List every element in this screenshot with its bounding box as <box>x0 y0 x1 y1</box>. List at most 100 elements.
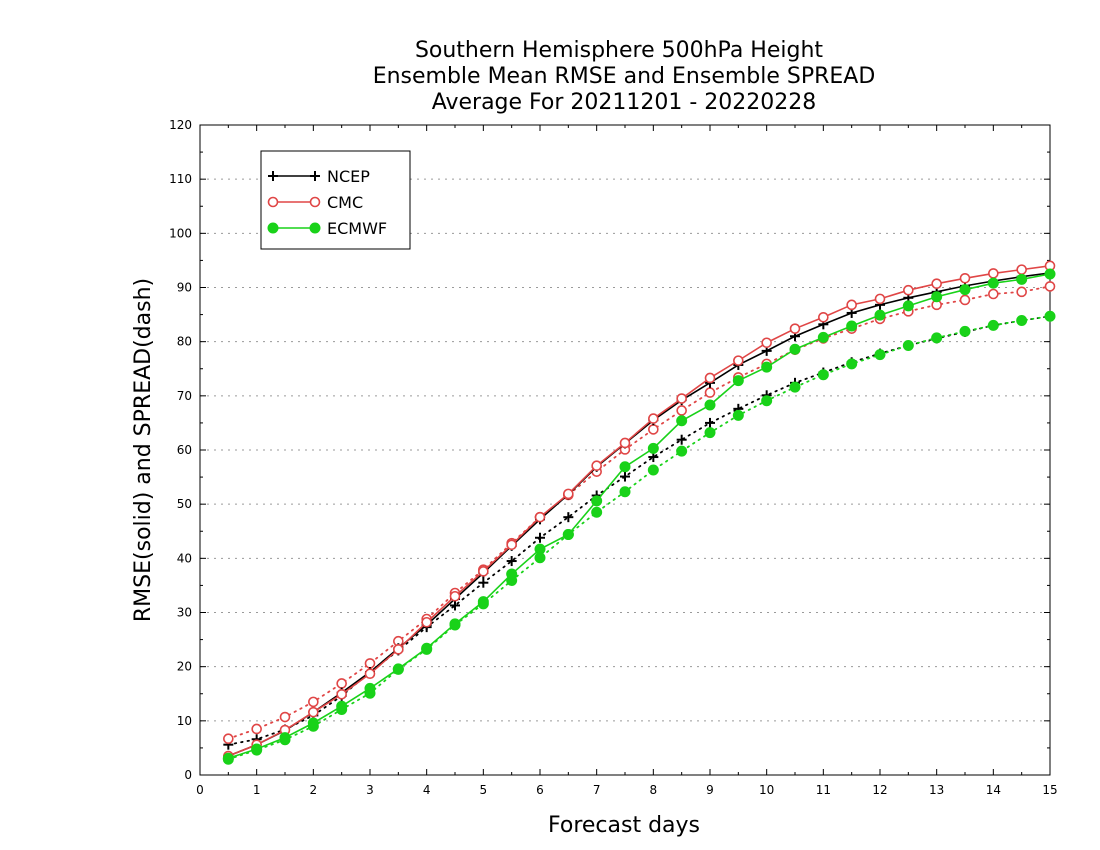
y-tick-label: 110 <box>169 172 192 186</box>
legend-marker-ncep <box>310 171 320 181</box>
line-ncep-rmse <box>228 272 1051 757</box>
point-ecmwf-spread <box>647 464 659 476</box>
point-ecmwf-spread <box>789 381 801 393</box>
y-tick-label: 80 <box>177 335 192 349</box>
point-ecmwf-spread <box>761 395 773 407</box>
point-ecmwf-rmse <box>534 543 546 555</box>
x-tick-label: 5 <box>480 783 488 797</box>
x-axis-title: Forecast days <box>548 813 700 838</box>
series-cmc-rmse <box>223 260 1056 762</box>
legend-marker-cmc <box>309 196 321 208</box>
legend-marker-ecmwf <box>267 222 279 234</box>
point-cmc-rmse <box>591 460 602 472</box>
y-tick-label: 40 <box>177 551 192 565</box>
point-ecmwf-rmse <box>1044 268 1056 280</box>
point-cmc-rmse <box>733 355 744 366</box>
point-ecmwf-spread <box>817 369 829 381</box>
x-tick-label: 13 <box>929 783 944 797</box>
point-ncep-spread <box>620 471 630 482</box>
legend-box <box>260 150 411 250</box>
point-ecmwf-rmse <box>931 291 943 303</box>
y-tick-label: 120 <box>169 118 192 132</box>
point-cmc-rmse <box>874 293 886 305</box>
point-cmc-spread <box>648 424 659 435</box>
point-ecmwf-spread <box>619 486 631 498</box>
point-cmc-spread <box>223 733 234 745</box>
x-tick-label: 7 <box>593 783 601 797</box>
line-ecmwf-spread <box>227 315 1051 761</box>
point-ecmwf-rmse <box>1016 273 1028 285</box>
y-tick-label: 70 <box>177 389 192 403</box>
series-cmc-spread <box>223 281 1056 745</box>
point-cmc-rmse <box>931 278 942 290</box>
point-ecmwf-rmse <box>761 361 773 373</box>
point-ecmwf-spread <box>1044 310 1056 322</box>
point-ecmwf-rmse <box>477 596 489 608</box>
point-cmc-rmse <box>818 311 829 323</box>
point-cmc-rmse <box>704 372 716 384</box>
x-tick-label: 8 <box>650 783 658 797</box>
point-ecmwf-rmse <box>251 743 263 755</box>
point-ecmwf-rmse <box>336 700 348 712</box>
series-ncep-spread <box>223 311 1055 750</box>
point-cmc-rmse <box>761 337 772 349</box>
point-ncep-spread <box>535 532 545 543</box>
point-ecmwf-rmse <box>307 717 319 729</box>
y-tick-label: 50 <box>177 497 192 511</box>
legend-marker-cmc <box>267 196 279 208</box>
point-ecmwf-rmse <box>704 399 716 411</box>
point-ecmwf-spread <box>874 349 886 361</box>
legend-label-ecmwf: ECMWF <box>327 219 387 238</box>
legend-marker-ncep <box>268 171 278 181</box>
x-tick-label: 10 <box>759 783 774 797</box>
x-tick-label: 1 <box>253 783 261 797</box>
point-ecmwf-rmse <box>874 309 886 321</box>
y-tick-label: 60 <box>177 443 192 457</box>
x-tick-label: 15 <box>1042 783 1057 797</box>
x-tick-label: 9 <box>706 783 714 797</box>
point-cmc-rmse <box>364 668 376 680</box>
x-tick-label: 11 <box>816 783 831 797</box>
series-ecmwf-rmse <box>222 268 1056 764</box>
point-ecmwf-rmse <box>987 277 999 289</box>
point-ecmwf-rmse <box>506 568 518 580</box>
point-cmc-rmse <box>308 706 319 718</box>
point-cmc-spread <box>251 723 262 735</box>
point-cmc-rmse <box>421 616 432 628</box>
point-cmc-spread <box>364 658 376 669</box>
x-tick-label: 3 <box>366 783 374 797</box>
legend-label-ncep: NCEP <box>327 167 370 186</box>
point-cmc-rmse <box>336 688 347 700</box>
point-ncep-spread <box>478 577 489 588</box>
point-ecmwf-spread <box>959 325 971 337</box>
x-tick-label: 12 <box>872 783 887 797</box>
point-ecmwf-rmse <box>846 320 858 332</box>
y-tick-label: 10 <box>177 714 192 728</box>
point-cmc-spread <box>336 678 347 689</box>
point-cmc-spread <box>308 696 319 708</box>
chart-title-line-3: Average For 20211201 - 20220228 <box>432 90 817 115</box>
chart-title-line-2: Ensemble Mean RMSE and Ensemble SPREAD <box>373 64 876 89</box>
point-cmc-spread <box>279 711 291 723</box>
point-cmc-spread <box>676 405 687 416</box>
x-tick-label: 0 <box>196 783 204 797</box>
point-ecmwf-spread <box>591 506 603 518</box>
point-cmc-rmse <box>478 566 489 577</box>
point-ecmwf-spread <box>846 358 858 370</box>
point-ecmwf-rmse <box>817 331 829 343</box>
point-cmc-rmse <box>563 488 574 500</box>
point-ncep-spread <box>676 434 687 445</box>
point-cmc-rmse <box>1016 264 1027 275</box>
y-tick-label: 20 <box>177 660 192 674</box>
legend-marker-ecmwf <box>309 222 321 234</box>
point-cmc-rmse <box>903 284 914 296</box>
legend-item-ncep: NCEP <box>268 167 370 186</box>
point-ncep-spread <box>563 512 574 523</box>
point-ecmwf-rmse <box>392 663 404 675</box>
point-cmc-rmse <box>988 268 999 279</box>
y-tick-label: 30 <box>177 606 192 620</box>
point-ecmwf-rmse <box>364 682 376 694</box>
point-ecmwf-spread <box>931 332 943 344</box>
